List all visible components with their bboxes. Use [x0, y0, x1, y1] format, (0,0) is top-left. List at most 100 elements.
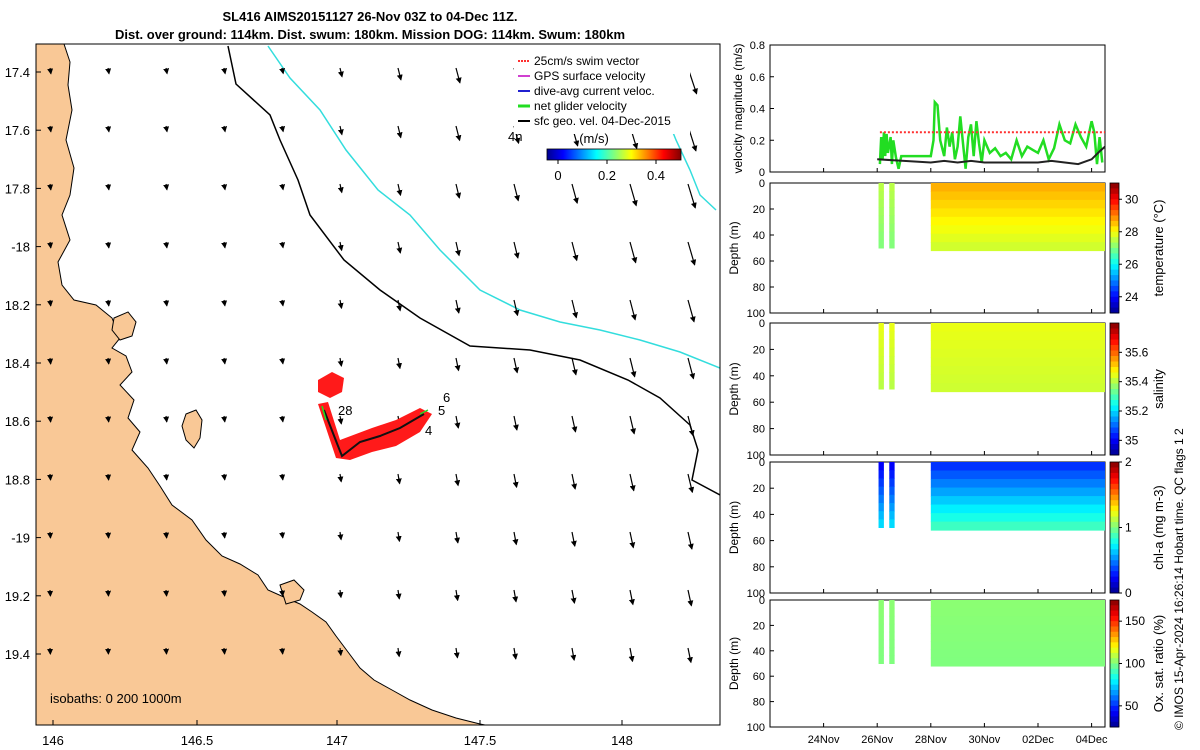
colorbar-cell-4-22 [1110, 716, 1119, 723]
lat-tick-label-9: 19.2 [5, 589, 30, 604]
heatmap-ytick-label-3-5: 100 [747, 588, 765, 600]
velocity-vector-106 [629, 531, 636, 549]
colorbar-cell-2-10 [1110, 378, 1119, 384]
colorbar-cell-2-21 [1110, 438, 1119, 445]
heatmap-cell-1-1-4 [889, 215, 895, 225]
velocity-vector-116 [512, 589, 519, 603]
heatmap-cell-4-2-2 [930, 616, 1105, 626]
heatmap-cell-1-1-3 [889, 207, 895, 216]
velocity-vector-70 [629, 357, 637, 378]
velocity-vector-18 [396, 125, 403, 139]
colorbar-cell-4-4 [1110, 621, 1119, 627]
colorbar-cell-2-11 [1110, 383, 1119, 390]
colorbar-cell-3-14 [1110, 538, 1119, 545]
velocity-vector-39 [221, 241, 228, 249]
title-line-1: SL416 AIMS20151127 26-Nov 03Z to 04-Dec … [222, 9, 518, 24]
heatmap-ytick-label-4-1: 20 [753, 620, 765, 632]
heatmap-cell-3-2-4 [930, 496, 1105, 506]
velocity-vector-17 [337, 125, 344, 136]
velocity-vector-112 [279, 589, 286, 597]
colorbar-cell-2-4 [1110, 345, 1119, 351]
velocity-vector-5 [337, 67, 344, 78]
colorbar-cell-1-16 [1110, 269, 1119, 276]
heatmap-cell-1-0-0 [878, 183, 884, 192]
colorbar-cell-3-20 [1110, 571, 1119, 578]
heatmap-ytick-label-3-3: 60 [753, 536, 765, 548]
velocity-vector-52 [279, 299, 286, 307]
velocity-vector-83 [687, 415, 695, 437]
island-palm [111, 311, 137, 341]
heatmap-ylabel-2: Depth (m) [727, 362, 741, 415]
velocity-vector-107 [687, 531, 694, 550]
velocity-vector-25 [105, 183, 112, 191]
map-latitude-ticks: 17.4 17.6 17.8 -18 18.2 18.4 18.6 18.8 -19 19.2 19… [5, 65, 41, 662]
heatmap-cell-2-2-2 [930, 340, 1105, 350]
velocity-vector-84 [47, 473, 54, 481]
heatmap-cell-4-0-0 [878, 600, 884, 609]
heatmap-cell-2-1-2 [889, 339, 895, 349]
track-label-5: 5 [438, 403, 445, 418]
heatmap-ytick-label-3-4: 80 [753, 562, 765, 574]
heatmap-cell-1-1-1 [889, 191, 895, 200]
velocity-vector-37 [105, 241, 112, 249]
velocity-vector-126 [395, 647, 402, 658]
colorbar-cell-3-17 [1110, 554, 1119, 561]
colorbar-cell-3-1 [1110, 467, 1119, 474]
velocity-vector-19 [455, 125, 462, 142]
heatmap-cell-2-2-3 [930, 348, 1105, 358]
lat-tick-label-2: 17.8 [5, 181, 30, 196]
colorbar-cell-4-18 [1110, 695, 1119, 702]
lat-tick-label-4: 18.2 [5, 298, 30, 313]
velocity-vector-55 [454, 299, 461, 314]
velocity-vector-93 [571, 473, 578, 490]
colorbar-cell-1-10 [1110, 237, 1119, 244]
heatmap-ytick-label-4-3: 60 [753, 671, 765, 683]
heatmap-cell-3-2-3 [930, 487, 1105, 497]
glider-swath-north [318, 372, 344, 398]
colorbar-label-4: Ox. sat. ratio (%) [1151, 615, 1166, 713]
heatmap-ytick-label-2-0: 0 [759, 318, 765, 330]
velocity-vector-113 [337, 589, 344, 599]
coastline-land [36, 44, 488, 725]
map-colorbar-label: (m/s) [579, 131, 609, 146]
heatmap-cell-3-1-6 [889, 511, 895, 520]
heatmap-ytick-label-3-2: 40 [753, 509, 765, 521]
map-colorbar-tick-label-0: 0 [554, 168, 561, 183]
figure-title: SL416 AIMS20151127 26-Nov 03Z to 04-Dec … [30, 8, 710, 44]
velocity-vector-104 [512, 531, 519, 546]
velocity-vector-82 [629, 415, 636, 435]
velocity-ytick-label-2: 0.4 [750, 104, 765, 116]
colorbar-cell-1-12 [1110, 248, 1119, 254]
map-colorbar-tick-label-2: 0.4 [647, 168, 665, 183]
colorbar-cell-2-20 [1110, 433, 1119, 439]
map-colorbar-ramp [546, 148, 682, 161]
velocity-vector-38 [163, 241, 170, 249]
colorbar-cell-3-0 [1110, 462, 1119, 468]
heatmap-ytick-label-3-1: 20 [753, 483, 765, 495]
velocity-vector-3 [221, 67, 228, 75]
colorbar-cell-2-1 [1110, 328, 1119, 335]
velocity-vector-2 [163, 67, 170, 75]
colorbar-cell-3-16 [1110, 549, 1119, 556]
colorbar-tick-label-3-2: 2 [1125, 455, 1132, 469]
velocity-vector-89 [337, 473, 344, 483]
heatmap-cell-3-2-0 [930, 462, 1105, 472]
heatmap-cell-4-2-3 [930, 624, 1105, 634]
velocity-vector-32 [513, 183, 520, 202]
heatmap-cell-4-0-1 [878, 607, 884, 617]
heatmap-cell-3-2-7 [930, 521, 1105, 531]
velocity-vector-74 [163, 415, 170, 423]
heatmap-cell-3-1-5 [889, 502, 895, 512]
velocity-ytick-label-4: 0.8 [750, 40, 765, 52]
track-label-6: 6 [443, 390, 450, 405]
heatmap-cell-3-2-1 [930, 470, 1105, 480]
velocity-vector-46 [629, 241, 638, 264]
map-longitude-ticks: 146 146.5 147 147.5 148 [42, 720, 633, 748]
colorbar-cell-1-20 [1110, 291, 1119, 298]
colorbar-cell-1-1 [1110, 188, 1119, 195]
heatmap-cell-4-0-2 [878, 615, 884, 625]
velocity-vector-97 [105, 531, 112, 539]
heatmap-cell-1-1-7 [889, 239, 895, 249]
heatmap-cell-4-1-3 [889, 623, 895, 633]
